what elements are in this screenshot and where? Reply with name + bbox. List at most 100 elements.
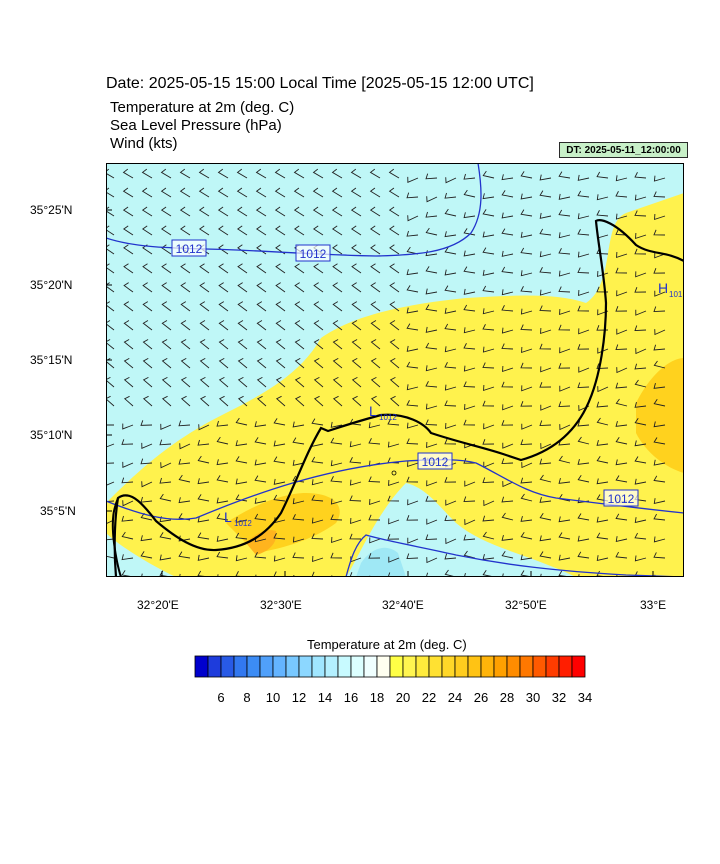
wind-barb: [463, 365, 476, 372]
wind-barb: [521, 385, 533, 392]
wind-barb: [463, 250, 476, 257]
colorbar-cell: [194, 655, 209, 678]
wind-barb: [502, 481, 514, 488]
wind-barb: [106, 519, 115, 526]
wind-barb: [140, 420, 153, 426]
wind-barb: [501, 305, 514, 312]
wind-barb: [180, 395, 191, 407]
wind-barb: [653, 398, 666, 407]
wind-barb: [483, 384, 495, 392]
wind-barb: [407, 215, 419, 222]
wind-barb: [332, 320, 343, 331]
wind-barb: [292, 498, 305, 505]
wind-barb: [445, 422, 457, 430]
wind-barb: [463, 496, 476, 503]
wind-barb: [482, 170, 495, 179]
low-pressure-symbol: L: [369, 403, 377, 419]
colorbar-cell: [389, 655, 404, 678]
wind-barb: [141, 442, 153, 449]
wind-barb: [180, 376, 191, 388]
wind-barb: [106, 263, 115, 274]
wind-barb: [407, 499, 419, 506]
wind-barb: [387, 572, 400, 577]
wind-barb: [558, 554, 571, 561]
wind-barb: [520, 554, 533, 561]
wind-barb: [237, 263, 248, 274]
wind-barb: [123, 358, 134, 369]
wind-barb: [520, 247, 533, 255]
wind-barb: [520, 270, 533, 277]
colorbar-cell: [558, 655, 573, 678]
wind-barb: [331, 206, 343, 217]
isobar-label: 1012: [300, 247, 327, 261]
colorbar-cell: [493, 655, 508, 678]
wind-barb: [444, 307, 457, 314]
wind-barb: [389, 376, 400, 388]
wind-barb: [539, 474, 552, 483]
wind-barb: [463, 343, 476, 350]
wind-barb: [330, 437, 343, 445]
wind-barb: [123, 263, 134, 274]
wind-barb: [558, 270, 571, 277]
wind-barb: [256, 395, 267, 407]
wind-barb: [425, 495, 438, 502]
colorbar-cell: [441, 655, 456, 678]
wind-barb: [616, 328, 628, 335]
wind-barb: [351, 301, 362, 312]
wind-barb: [596, 401, 609, 408]
wind-barb: [197, 516, 210, 523]
wind-barb: [106, 480, 115, 487]
wind-barb: [520, 400, 533, 407]
wind-barb: [273, 440, 286, 447]
wind-barb: [312, 555, 324, 563]
wind-barb: [407, 537, 419, 544]
wind-barb: [180, 263, 191, 274]
wind-barb: [160, 206, 172, 217]
wind-barb: [294, 395, 305, 407]
wind-barb: [351, 376, 362, 388]
wind-barb: [311, 533, 324, 540]
lon-label: 32°50'E: [505, 598, 547, 612]
wind-barb: [444, 285, 457, 293]
wind-barb: [539, 458, 552, 465]
wind-barb: [274, 206, 286, 217]
wind-barb: [482, 269, 495, 276]
wind-barb: [558, 362, 571, 369]
wind-barb: [121, 554, 134, 561]
low-pressure-value: 1012: [379, 413, 397, 422]
wind-barb: [483, 500, 495, 507]
wind-barb: [179, 443, 191, 450]
wind-barb: [521, 346, 533, 354]
wind-barb: [654, 329, 666, 336]
wind-barb: [501, 343, 514, 350]
wind-barb: [482, 362, 495, 369]
wind-barb: [350, 206, 362, 217]
wind-barb: [501, 327, 514, 334]
wind-barb: [520, 286, 533, 293]
lon-label: 32°40'E: [382, 598, 424, 612]
wind-barb: [520, 171, 533, 179]
wind-barb: [254, 475, 267, 483]
wind-barb: [161, 376, 172, 388]
wind-barb: [501, 212, 514, 219]
wind-barb: [331, 187, 343, 198]
wind-barb: [197, 478, 210, 485]
wind-barb: [199, 376, 210, 388]
wind-barb: [501, 496, 514, 503]
wind-barb: [520, 308, 533, 315]
plot-title: Date: 2025-05-15 15:00 Local Time [2025-…: [106, 75, 534, 92]
wind-barb: [237, 376, 248, 388]
wind-barb: [558, 401, 571, 408]
wind-barb: [444, 400, 457, 407]
wind-barb: [596, 478, 609, 485]
wind-barb: [634, 440, 647, 447]
wind-barb: [444, 438, 457, 445]
wind-barb: [350, 187, 362, 198]
wind-barb: [654, 213, 666, 221]
wind-barb: [349, 457, 362, 464]
wind-barb: [615, 551, 628, 559]
wind-barb: [274, 187, 286, 198]
wind-barb: [106, 442, 115, 449]
wind-barb: [199, 395, 210, 407]
wind-barb: [313, 263, 324, 274]
